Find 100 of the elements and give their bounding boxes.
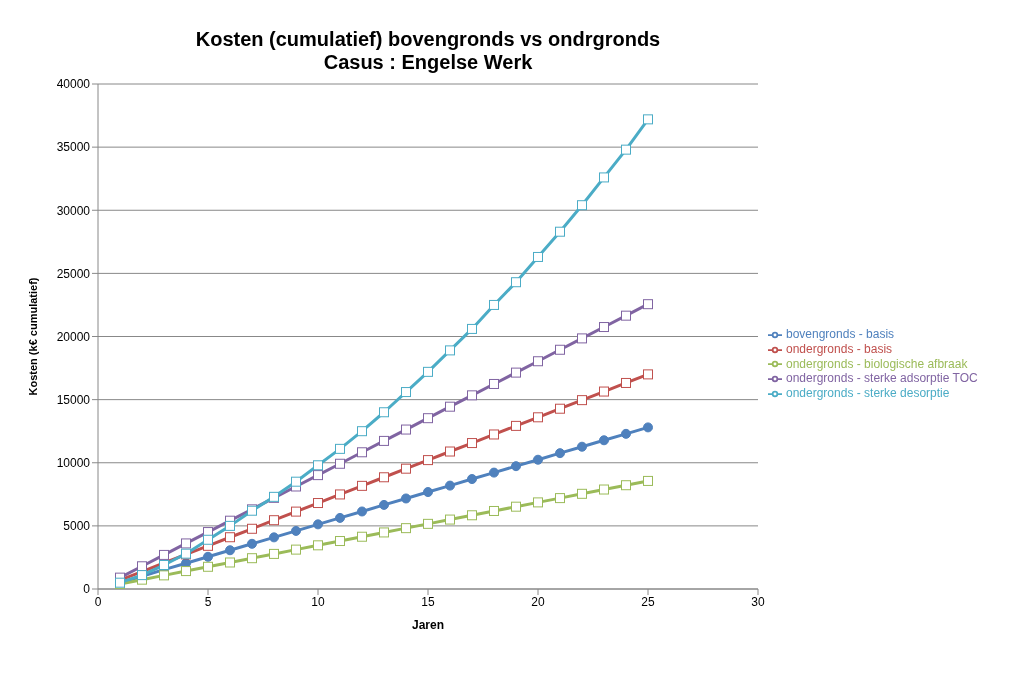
point [489, 378, 499, 389]
point [357, 506, 367, 517]
legend-label: bovengronds - basis [786, 326, 895, 341]
y-tick-label: 5000 [63, 519, 91, 534]
point [269, 548, 279, 559]
point [445, 480, 455, 491]
point [379, 499, 389, 510]
point [203, 561, 213, 572]
point [313, 540, 323, 551]
point [511, 501, 521, 512]
point [203, 534, 213, 545]
point [489, 429, 499, 440]
point [313, 470, 323, 481]
point [225, 520, 235, 531]
point [357, 447, 367, 458]
point [511, 420, 521, 431]
point [467, 390, 477, 401]
point [533, 251, 543, 262]
point [137, 561, 147, 572]
point [313, 460, 323, 471]
legend-label: ondergronds - basis [786, 341, 893, 356]
y-tick-label: 25000 [56, 266, 91, 281]
point [335, 536, 345, 547]
x-axis-title: Jaren [411, 618, 445, 632]
point [621, 144, 631, 155]
x-tick-label: 30 [751, 594, 765, 609]
point [533, 454, 543, 465]
point [203, 551, 213, 562]
point [335, 512, 345, 523]
point [335, 458, 345, 469]
point [467, 323, 477, 334]
point [599, 435, 609, 446]
legend-label: ondergronds - sterke desorptie [786, 386, 950, 401]
point [467, 474, 477, 485]
y-tick-label: 40000 [56, 77, 91, 92]
point [643, 422, 653, 433]
point [489, 467, 499, 478]
y-tick-label: 20000 [56, 329, 91, 344]
x-tick-label: 10 [311, 594, 325, 609]
legend-label: ondergronds - biologische afbraak [786, 356, 968, 371]
point [445, 401, 455, 412]
y-axis-title: Kosten (k€ cumulatief) [26, 277, 39, 396]
x-tick-label: 15 [421, 594, 435, 609]
point [225, 557, 235, 568]
point [159, 570, 169, 581]
point [577, 488, 587, 499]
point [357, 480, 367, 491]
point [555, 226, 565, 237]
point [577, 333, 587, 344]
point [401, 424, 411, 435]
point [379, 472, 389, 483]
point [313, 519, 323, 530]
point [599, 484, 609, 495]
point [467, 510, 477, 521]
point [643, 114, 653, 125]
y-tick-label: 35000 [56, 140, 91, 155]
point [269, 532, 279, 543]
point [643, 299, 653, 310]
y-tick-label: 30000 [56, 203, 91, 218]
point [423, 487, 433, 498]
point [621, 310, 631, 321]
chart-title: Kosten (cumulatief) bovengronds vs ondrgronds [194, 28, 662, 51]
point [225, 545, 235, 556]
point [555, 493, 565, 504]
point [533, 412, 543, 423]
point [379, 527, 389, 538]
point [621, 428, 631, 439]
point [445, 345, 455, 356]
point [577, 395, 587, 406]
point [291, 525, 301, 536]
x-tick-label: 25 [641, 594, 655, 609]
point [159, 549, 169, 560]
point [511, 277, 521, 288]
x-tick-label: 0 [94, 594, 102, 609]
point [401, 387, 411, 398]
point [357, 531, 367, 542]
point [401, 463, 411, 474]
point [335, 489, 345, 500]
y-tick-label: 10000 [56, 456, 91, 471]
x-tick-label: 5 [204, 594, 212, 609]
point [533, 356, 543, 367]
point [621, 480, 631, 491]
point [247, 553, 257, 564]
point [335, 443, 345, 454]
point [621, 377, 631, 388]
x-tick-label: 20 [531, 594, 545, 609]
point [643, 475, 653, 486]
point [643, 369, 653, 380]
point [423, 413, 433, 424]
point [181, 538, 191, 549]
point [247, 523, 257, 534]
legend-label: ondergronds - sterke adsorptie TOC [786, 371, 978, 386]
point [269, 515, 279, 526]
point [225, 532, 235, 543]
point [181, 566, 191, 577]
point [423, 518, 433, 529]
point [313, 498, 323, 509]
point [357, 426, 367, 437]
point [379, 435, 389, 446]
point [247, 538, 257, 549]
